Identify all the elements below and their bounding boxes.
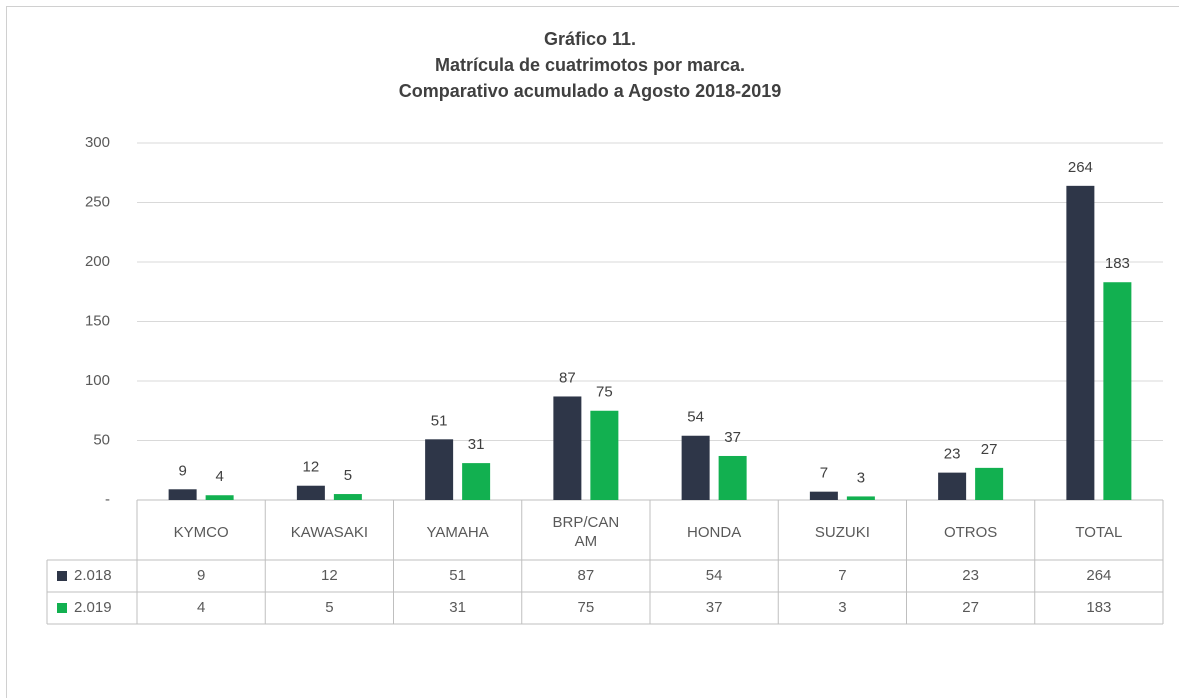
legend-swatch	[57, 571, 67, 581]
chart-title: Gráfico 11.	[544, 29, 636, 49]
x-tick-label: HONDA	[687, 523, 742, 541]
data-label: 3	[857, 469, 865, 486]
table-value: 7	[838, 567, 846, 584]
table-value: 23	[962, 567, 979, 584]
table-value: 9	[197, 567, 205, 584]
table-value: 12	[321, 567, 338, 584]
data-label: 9	[178, 462, 186, 479]
bar	[846, 496, 875, 500]
bar	[809, 491, 838, 500]
table-value: 264	[1086, 567, 1111, 584]
data-label: 5	[344, 467, 352, 484]
bar	[462, 463, 491, 500]
data-label: 4	[215, 468, 223, 485]
bar	[296, 485, 325, 500]
data-label: 31	[468, 436, 485, 453]
table-value: 51	[449, 567, 466, 584]
data-label: 27	[981, 441, 998, 458]
data-label: 37	[724, 429, 741, 446]
bar	[205, 495, 234, 500]
y-tick-label: 200	[85, 253, 110, 270]
table-value: 27	[962, 599, 979, 616]
bar	[553, 396, 582, 500]
bar	[425, 439, 454, 500]
bar	[681, 435, 710, 500]
legend-swatch	[57, 603, 67, 613]
data-label: 87	[559, 369, 576, 386]
table-value: 3	[838, 599, 846, 616]
data-label: 12	[303, 459, 320, 476]
bar	[333, 494, 362, 500]
data-label: 183	[1105, 255, 1130, 272]
y-tick-label: 150	[85, 312, 110, 329]
table-value: 37	[706, 599, 723, 616]
data-label: 75	[596, 384, 613, 401]
x-tick-label: TOTAL	[1075, 523, 1123, 541]
y-tick-label: 100	[85, 372, 110, 389]
table-value: 54	[706, 567, 723, 584]
data-label: 264	[1068, 159, 1093, 176]
y-tick-label: -	[105, 491, 110, 508]
x-tick-label: SUZUKI	[814, 523, 870, 541]
bar	[975, 467, 1004, 500]
table-value: 75	[578, 599, 595, 616]
table-value: 31	[449, 599, 466, 616]
chart-title: Matrícula de cuatrimotos por marca.	[435, 55, 745, 75]
bar	[718, 455, 747, 500]
bar	[938, 472, 967, 500]
table-value: 5	[325, 599, 333, 616]
table-value: 87	[578, 567, 595, 584]
bar	[590, 410, 619, 500]
data-label: 23	[944, 446, 961, 463]
legend-label: 2.018	[74, 567, 112, 584]
y-tick-label: 300	[85, 134, 110, 151]
y-tick-label: 50	[93, 431, 110, 448]
data-label: 51	[431, 412, 448, 429]
chart-frame	[6, 6, 1179, 698]
bar	[1103, 282, 1132, 500]
table-value: 183	[1086, 599, 1111, 616]
table-value: 4	[197, 599, 205, 616]
data-label: 54	[687, 409, 704, 426]
y-tick-label: 250	[85, 193, 110, 210]
x-tick-label: KAWASAKI	[290, 523, 368, 541]
bar	[1066, 185, 1095, 500]
x-tick-label: KYMCO	[173, 523, 229, 541]
x-tick-label: YAMAHA	[426, 523, 489, 541]
data-label: 7	[820, 465, 828, 482]
x-tick-label: BRP/CAN AM	[552, 514, 620, 550]
bar	[168, 489, 197, 500]
legend-label: 2.019	[74, 599, 112, 616]
chart-title: Comparativo acumulado a Agosto 2018-2019	[399, 81, 781, 101]
x-tick-label: OTROS	[943, 523, 998, 541]
